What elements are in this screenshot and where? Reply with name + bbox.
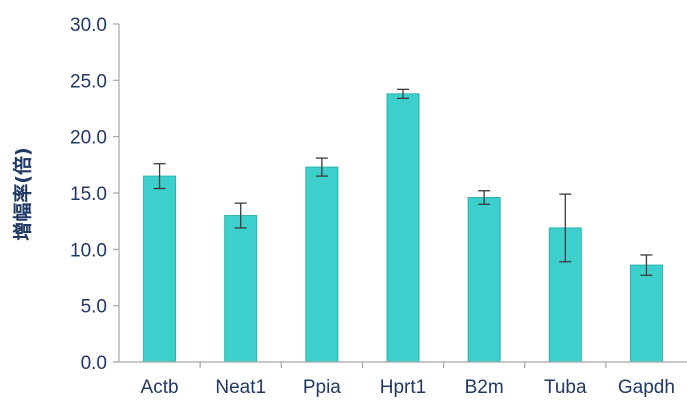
bars [143,93,663,363]
bar-hprt1 [386,93,420,363]
y-axis-title-group: 增幅率(倍) [11,147,34,240]
x-tick-label: Hprt1 [380,377,426,398]
error-bars [153,88,653,276]
x-tick-label: Tuba [544,377,587,398]
y-tick-label: 30.0 [70,15,107,36]
y-axis-ticks: 0.0 5.0 10.0 15.0 20.0 25.0 30.0 [70,15,119,374]
x-tick-label: Actb [141,377,179,398]
error-bar-actb [153,163,166,190]
y-tick-label: 20.0 [70,128,107,149]
error-bar-tuba [559,193,572,263]
x-tick-label: Ppia [303,377,341,398]
bar-actb [143,175,177,363]
x-axis-labels: Actb Neat1 Ppia Hprt1 B2m Tuba Gapdh [141,377,675,398]
bar-neat1 [224,215,258,363]
y-tick-label: 0.0 [81,353,107,374]
x-tick-label: B2m [465,377,504,398]
bar-b2m [467,197,501,363]
error-bar-neat1 [234,202,247,229]
y-tick-label: 10.0 [70,240,107,261]
x-tick-label: Neat1 [215,377,266,398]
bar-gapdh [629,264,663,363]
bar-ppia [305,166,339,363]
error-bar-hprt1 [397,88,409,100]
x-tick-label: Gapdh [618,377,675,398]
y-tick-label: 5.0 [81,297,107,318]
axes [118,24,687,368]
y-tick-label: 15.0 [70,184,107,205]
y-tick-label: 25.0 [70,71,107,92]
y-axis-title: 增幅率(倍) [11,147,34,240]
error-bar-b2m [478,190,491,205]
error-bar-ppia [315,157,328,177]
error-bar-gapdh [640,254,653,276]
